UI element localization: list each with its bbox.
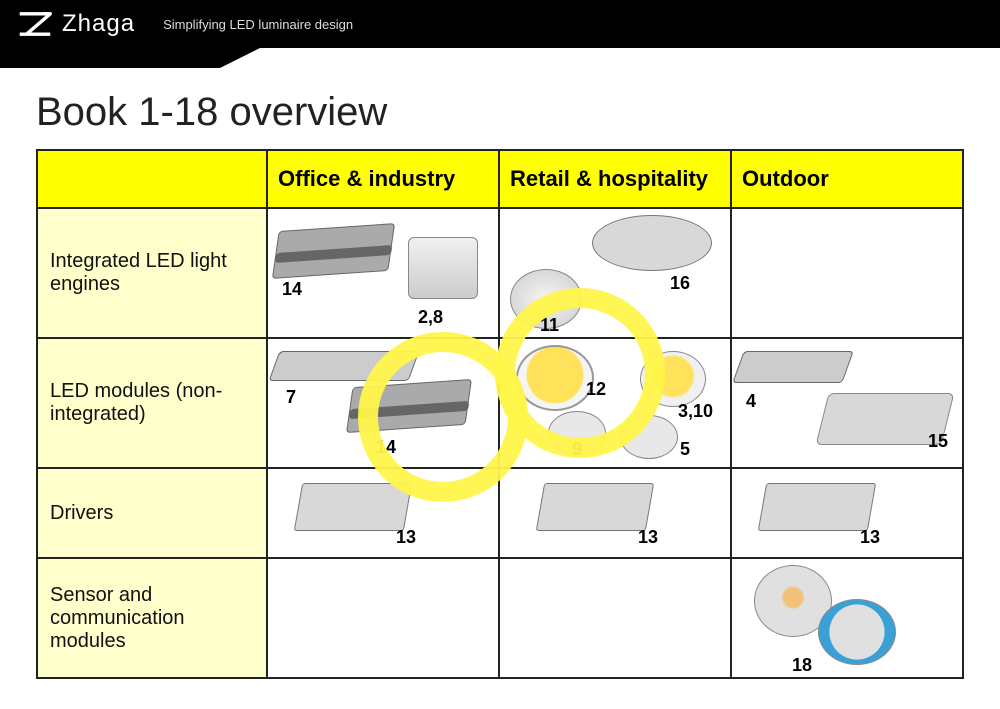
col-header-outdoor: Outdoor bbox=[731, 150, 963, 208]
brand-text: Zhaga bbox=[62, 10, 135, 38]
product-graphic bbox=[408, 237, 478, 299]
cell-r1c2: 16 11 bbox=[499, 208, 731, 338]
cell-r4c3: 18 bbox=[731, 558, 963, 678]
zhaga-logo-icon bbox=[18, 12, 52, 36]
table-row: Sensor and communication modules 18 bbox=[37, 558, 963, 678]
header-bar: Zhaga Simplifying LED luminaire design bbox=[0, 0, 1000, 48]
book-number: 5 bbox=[680, 439, 690, 460]
book-number: 13 bbox=[860, 527, 880, 548]
table-row: Integrated LED light engines 14 2,8 16 1… bbox=[37, 208, 963, 338]
book-number: 15 bbox=[928, 431, 948, 452]
product-graphic bbox=[294, 483, 412, 531]
book-number: 4 bbox=[746, 391, 756, 412]
cell-r3c1: 13 bbox=[267, 468, 499, 558]
cell-r1c3 bbox=[731, 208, 963, 338]
cell-r4c2 bbox=[499, 558, 731, 678]
product-graphic bbox=[516, 345, 594, 411]
book-number: 11 bbox=[540, 315, 559, 336]
page-content: Book 1-18 overview Office & industry Ret… bbox=[0, 48, 1000, 679]
book-number: 14 bbox=[376, 437, 396, 458]
table-row: Drivers 13 13 13 bbox=[37, 468, 963, 558]
book-number: 7 bbox=[286, 387, 296, 408]
table-row: LED modules (non-integrated) 7 14 12 3,1… bbox=[37, 338, 963, 468]
row-header-integrated: Integrated LED light engines bbox=[37, 208, 267, 338]
tagline-text: Simplifying LED luminaire design bbox=[163, 17, 353, 32]
corner-cell bbox=[37, 150, 267, 208]
col-header-office: Office & industry bbox=[267, 150, 499, 208]
book-number: 12 bbox=[586, 379, 606, 400]
product-graphic bbox=[536, 483, 654, 531]
cell-r2c2: 12 3,10 9 5 bbox=[499, 338, 731, 468]
row-header-modules: LED modules (non-integrated) bbox=[37, 338, 267, 468]
product-graphic bbox=[620, 415, 678, 459]
book-number: 13 bbox=[638, 527, 658, 548]
product-graphic bbox=[818, 599, 896, 665]
product-graphic bbox=[732, 351, 854, 383]
book-number: 14 bbox=[282, 279, 302, 300]
cell-r3c3: 13 bbox=[731, 468, 963, 558]
product-graphic bbox=[758, 483, 876, 531]
row-header-drivers: Drivers bbox=[37, 468, 267, 558]
cell-r2c3: 4 15 bbox=[731, 338, 963, 468]
product-graphic bbox=[640, 351, 706, 407]
cell-r3c2: 13 bbox=[499, 468, 731, 558]
book-number: 9 bbox=[572, 439, 582, 460]
logo-block: Zhaga bbox=[18, 10, 135, 38]
book-number: 2,8 bbox=[418, 307, 443, 328]
col-header-retail: Retail & hospitality bbox=[499, 150, 731, 208]
cell-r2c1: 7 14 bbox=[267, 338, 499, 468]
product-graphic bbox=[269, 351, 420, 381]
cell-r4c1 bbox=[267, 558, 499, 678]
book-number: 18 bbox=[792, 655, 812, 676]
row-header-sensor: Sensor and communication modules bbox=[37, 558, 267, 678]
book-number: 16 bbox=[670, 273, 690, 294]
book-number: 3,10 bbox=[678, 401, 713, 422]
book-number: 13 bbox=[396, 527, 416, 548]
cell-r1c1: 14 2,8 bbox=[267, 208, 499, 338]
overview-table: Office & industry Retail & hospitality O… bbox=[36, 149, 964, 679]
table-header-row: Office & industry Retail & hospitality O… bbox=[37, 150, 963, 208]
product-graphic bbox=[592, 215, 712, 271]
page-title: Book 1-18 overview bbox=[36, 90, 964, 135]
header-angle-decoration bbox=[0, 48, 220, 68]
